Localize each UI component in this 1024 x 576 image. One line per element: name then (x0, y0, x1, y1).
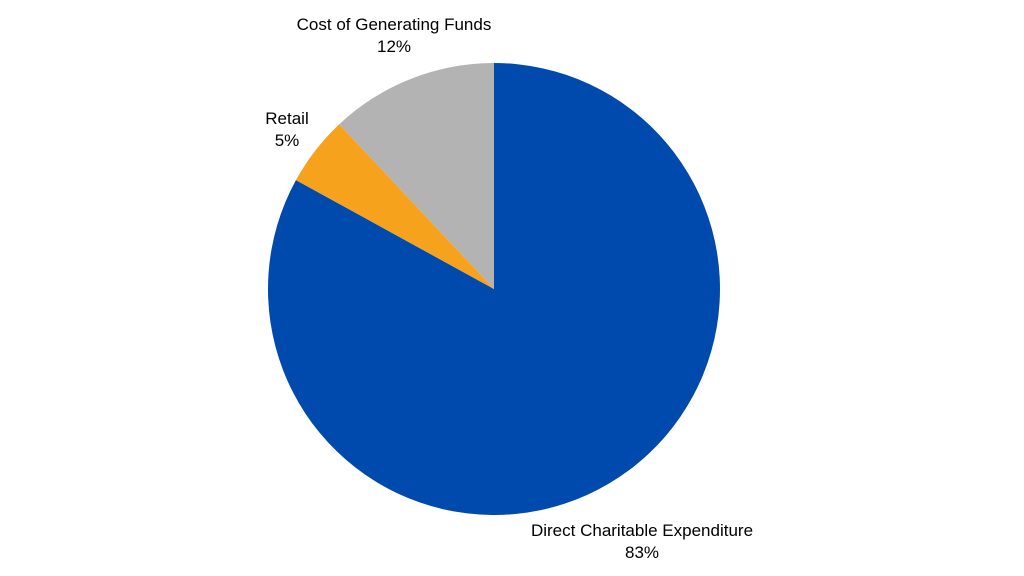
pie-slice-direct-charitable-expenditure (267, 63, 720, 515)
slice-label-direct-charitable-expenditure: Direct Charitable Expenditure (531, 521, 753, 540)
slice-label-retail: Retail (265, 109, 308, 128)
pie-slices (267, 62, 720, 515)
slice-percent-cost-of-generating-funds: 12% (377, 37, 411, 56)
pie-slice-retail (295, 124, 494, 289)
slice-percent-retail: 5% (275, 131, 300, 150)
pie-slice-cost-of-generating-funds (339, 62, 494, 289)
slice-label-cost-of-generating-funds: Cost of Generating Funds (297, 15, 492, 34)
slice-percent-direct-charitable-expenditure: 83% (625, 543, 659, 562)
